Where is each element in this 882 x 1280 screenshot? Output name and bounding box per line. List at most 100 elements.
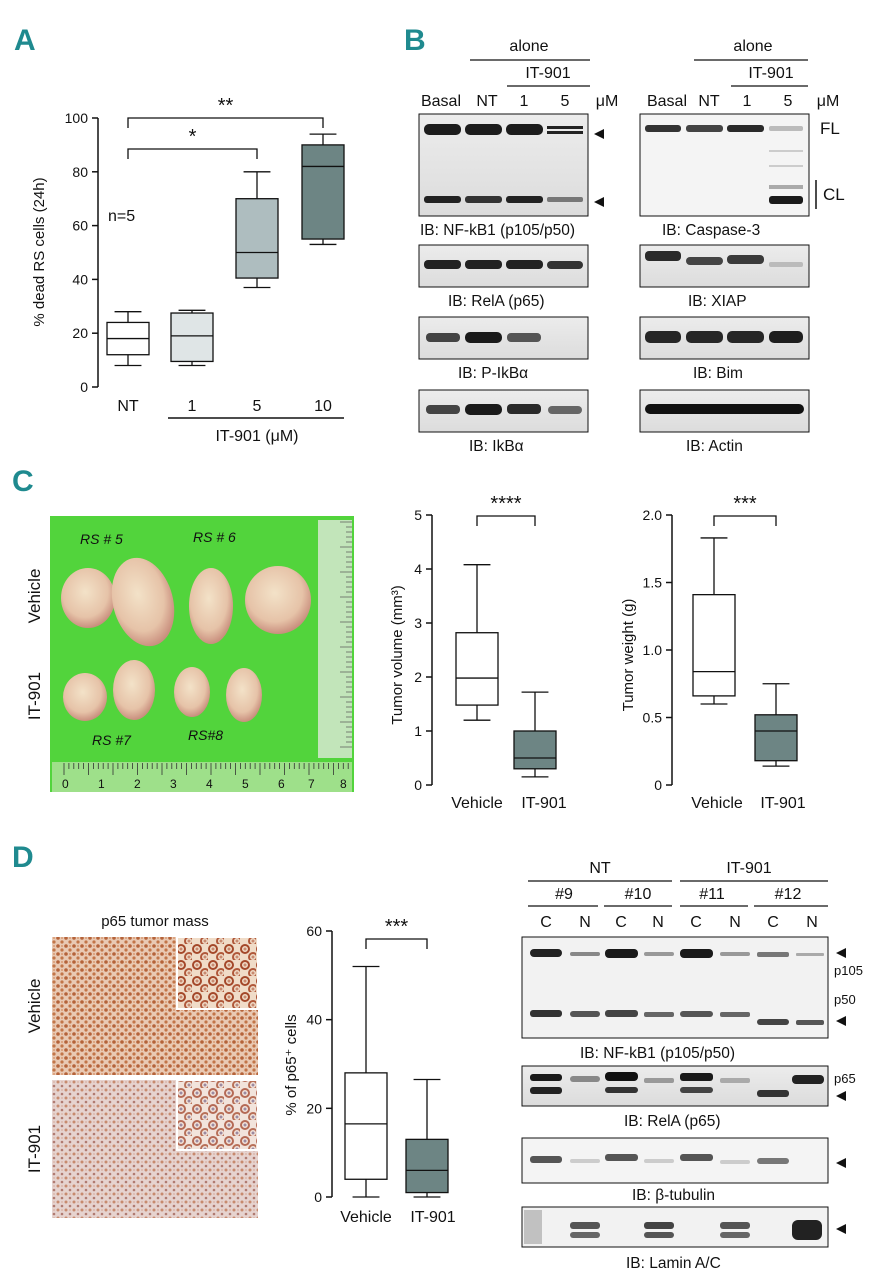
d-band: [605, 1072, 638, 1081]
tumor: [111, 557, 175, 647]
ruler-numbers: 0 1 2 3 4 5 6 7 8: [62, 777, 347, 791]
ruler-num: 7: [308, 777, 315, 791]
b-band: [465, 124, 502, 135]
b-left-header-alone: alone: [509, 38, 548, 55]
d-fraction: C: [690, 914, 702, 931]
ihc-vehicle-inset: [176, 936, 259, 1010]
b-right-lane-basal: Basal: [647, 93, 687, 110]
d-band: [720, 1160, 750, 1164]
d-band: [644, 952, 674, 956]
b-band: [424, 196, 461, 203]
panel-c-volume-boxplot: 0 1 2 3 4 5 ****: [414, 493, 557, 793]
y-tick-label: 40: [72, 271, 88, 287]
d-band: [570, 1076, 600, 1082]
b-band: [465, 260, 502, 269]
tag-rs5: RS # 5: [80, 531, 123, 547]
tumor: [226, 668, 262, 722]
b-left-lane-5: 5: [561, 93, 570, 110]
d-band: [605, 949, 638, 958]
c2-cat-it901: IT-901: [760, 795, 805, 812]
b-band: [645, 404, 804, 414]
d-blot-rela: [521, 1065, 829, 1107]
b-band: [547, 261, 583, 269]
b-band: [727, 331, 764, 343]
d-caption-3: IB: Lamin A/C: [626, 1255, 721, 1272]
ruler-num: 2: [134, 777, 141, 791]
y-tick-label: 5: [414, 507, 422, 523]
b-left-caption-3: IB: IkBα: [469, 438, 524, 455]
b-band: [727, 255, 764, 264]
significance-bracket: [365, 938, 428, 949]
d-band: [530, 1010, 562, 1017]
c1-cat-it901: IT-901: [521, 795, 566, 812]
panel-a-n-annotation: n=5: [108, 208, 135, 225]
d-band: [644, 1012, 674, 1017]
b-band: [769, 196, 803, 204]
d-band: [530, 949, 562, 957]
d-band: [644, 1222, 674, 1229]
b-right-caption-0: IB: Caspase-3: [662, 222, 760, 239]
b-left-lane-basal: Basal: [421, 93, 461, 110]
b-band: [686, 331, 723, 343]
b-band: [506, 260, 543, 269]
b-band: [548, 406, 582, 414]
box-iqr: [513, 730, 557, 770]
y-tick-label: 60: [72, 218, 88, 234]
significance-bracket: [127, 148, 258, 159]
b-band: [769, 165, 803, 167]
box-iqr: [692, 594, 736, 697]
ruler-num: 5: [242, 777, 249, 791]
d-band: [644, 1232, 674, 1238]
d-band: [720, 1012, 750, 1017]
d-band: [792, 1075, 824, 1084]
tag-rs7: RS #7: [92, 732, 132, 748]
b-left-lane-nt: NT: [476, 93, 498, 110]
panel-d-boxplot: 0 20 40 60 ***: [306, 916, 449, 1205]
panel-d-blots: NT IT-901 #9 #10 #11 #12 C N C N C N C N: [521, 860, 863, 1272]
d-band: [570, 1011, 600, 1017]
tumor: [61, 568, 115, 628]
box-iqr: [170, 312, 214, 363]
arrowhead-icon: [836, 1016, 846, 1026]
y-tick-label: 3: [414, 615, 422, 631]
b-band: [506, 196, 543, 203]
box-iqr: [455, 632, 499, 706]
ruler-num: 4: [206, 777, 213, 791]
b-band: [769, 126, 803, 131]
b-band: [465, 332, 502, 343]
d-band: [757, 1158, 789, 1164]
b-band: [547, 197, 583, 202]
ruler-vertical: [318, 520, 352, 758]
d-fraction: C: [540, 914, 552, 931]
ruler-horizontal: [52, 762, 352, 792]
b-right-cl-label: CL: [823, 185, 845, 204]
y-tick-label: 4: [414, 561, 422, 577]
b-band: [507, 333, 541, 342]
panel-b-left-blots: alone IT-901 Basal NT 1 5 μM IB: NF-kB1 …: [418, 38, 618, 455]
b-band: [507, 404, 541, 414]
b-band: [645, 125, 681, 132]
d-band: [796, 953, 824, 956]
d-caption-0: IB: NF-kB1 (p105/p50): [580, 1045, 735, 1062]
y-tick-label: 0: [314, 1189, 322, 1205]
ruler-num: 6: [278, 777, 285, 791]
panel-a-cat-5: 5: [253, 398, 262, 415]
panel-c-weight-boxplot: 0 0.5 1.0 1.5 2.0 ***: [643, 493, 798, 793]
d-band: [530, 1087, 562, 1094]
panel-a-cat-nt: NT: [117, 398, 139, 415]
y-tick-label: 0.5: [643, 710, 663, 726]
d-row-label-vehicle: Vehicle: [25, 979, 44, 1034]
d-band: [570, 1232, 600, 1238]
d-ihc-title: p65 tumor mass: [101, 913, 209, 930]
d-fraction: N: [806, 914, 818, 931]
d-y-label: % of p65⁺ cells: [283, 1014, 300, 1115]
b-right-lane-nt: NT: [698, 93, 720, 110]
y-tick-label: 80: [72, 164, 88, 180]
box-iqr: [301, 144, 345, 240]
b-band: [424, 124, 461, 135]
d-band: [644, 1078, 674, 1083]
b-left-lane-1: 1: [520, 93, 529, 110]
panel-c-tumor-photo: 0 1 2 3 4 5 6 7 8 RS # 5 RS # 6 RS #7 RS…: [50, 516, 354, 792]
c1-cat-vehicle: Vehicle: [451, 795, 503, 812]
d-sample-9: #9: [555, 886, 573, 903]
